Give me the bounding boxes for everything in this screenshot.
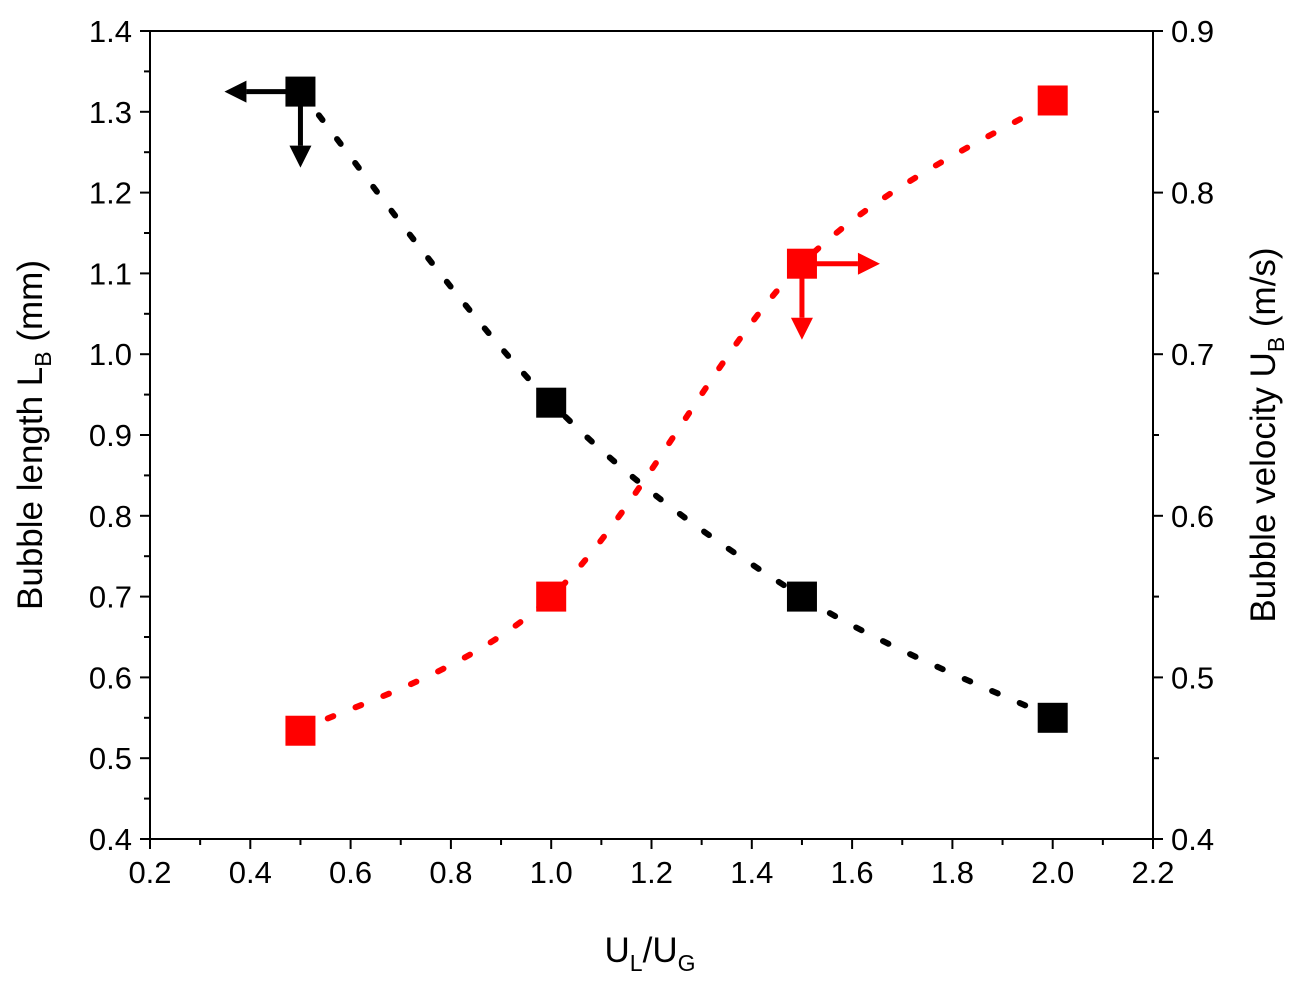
series-layer bbox=[285, 76, 1068, 746]
series-2-curve bbox=[297, 97, 1056, 734]
series-1-point bbox=[536, 387, 567, 418]
y-left-tick-label: 1.4 bbox=[89, 14, 132, 49]
y-left-tick-label: 0.8 bbox=[89, 499, 132, 534]
x-tick-label: 1.6 bbox=[831, 855, 874, 890]
y-right-tick-label: 0.9 bbox=[1171, 14, 1214, 49]
y-left-tick-label: 1.1 bbox=[89, 256, 132, 291]
axis-indicator-arrows bbox=[224, 80, 880, 340]
series-2-axis-arrow-head bbox=[857, 252, 880, 275]
x-tick-label: 1.8 bbox=[931, 855, 974, 890]
y-left-tick-label: 0.9 bbox=[89, 418, 132, 453]
y-right-tick-label: 0.4 bbox=[1171, 822, 1214, 857]
y-left-tick-label: 0.6 bbox=[89, 660, 132, 695]
x-tick-label: 2.2 bbox=[1131, 855, 1174, 890]
x-tick-label: 2.0 bbox=[1031, 855, 1074, 890]
series-2-point bbox=[285, 715, 316, 746]
series-1-curve bbox=[297, 88, 1056, 721]
x-tick-label: 1.0 bbox=[530, 855, 573, 890]
y-right-tick-label: 0.7 bbox=[1171, 337, 1214, 372]
series-2-axis-arrow bbox=[801, 252, 880, 275]
y-left-tick-label: 1.3 bbox=[89, 95, 132, 130]
y-right-tick-label: 0.6 bbox=[1171, 499, 1214, 534]
x-tick-label: 0.8 bbox=[429, 855, 472, 890]
x-axis-title: UL/UG bbox=[605, 931, 696, 976]
y-left-tick-label: 1.2 bbox=[89, 176, 132, 211]
x-tick-label: 0.4 bbox=[229, 855, 272, 890]
axes: 0.2 0.4 0.6 0.8 1.0 1.2 1.4 1.6 1.8 2.0 2.20.40.50… bbox=[89, 14, 1214, 890]
x-tick-label: 0.6 bbox=[329, 855, 372, 890]
series-1-down-arrow bbox=[289, 91, 312, 168]
y-right-tick-label: 0.8 bbox=[1171, 176, 1214, 211]
y-right-axis-title: Bubble velocity UB (m/s) bbox=[1244, 247, 1289, 622]
series-2-point bbox=[536, 581, 567, 612]
y-left-tick-label: 0.5 bbox=[89, 741, 132, 776]
series-1-point bbox=[786, 581, 817, 612]
x-tick-label: 1.2 bbox=[630, 855, 673, 890]
y-left-axis-title: Bubble length LB (mm) bbox=[11, 260, 56, 610]
series-1-down-arrow-head bbox=[289, 145, 312, 168]
x-tick-label: 0.2 bbox=[128, 855, 171, 890]
series-1-point bbox=[1037, 702, 1068, 733]
series-1-axis-arrow bbox=[224, 80, 301, 103]
y-left-tick-label: 0.4 bbox=[89, 822, 132, 857]
series-2-down-arrow bbox=[790, 263, 813, 340]
y-left-tick-label: 0.7 bbox=[89, 580, 132, 615]
series-2-point bbox=[1037, 85, 1068, 116]
y-right-tick-label: 0.5 bbox=[1171, 660, 1214, 695]
y-left-tick-label: 1.0 bbox=[89, 337, 132, 372]
x-tick-label: 1.4 bbox=[730, 855, 773, 890]
series-1-axis-arrow-head bbox=[224, 80, 247, 103]
series-2-down-arrow-head bbox=[790, 317, 813, 340]
